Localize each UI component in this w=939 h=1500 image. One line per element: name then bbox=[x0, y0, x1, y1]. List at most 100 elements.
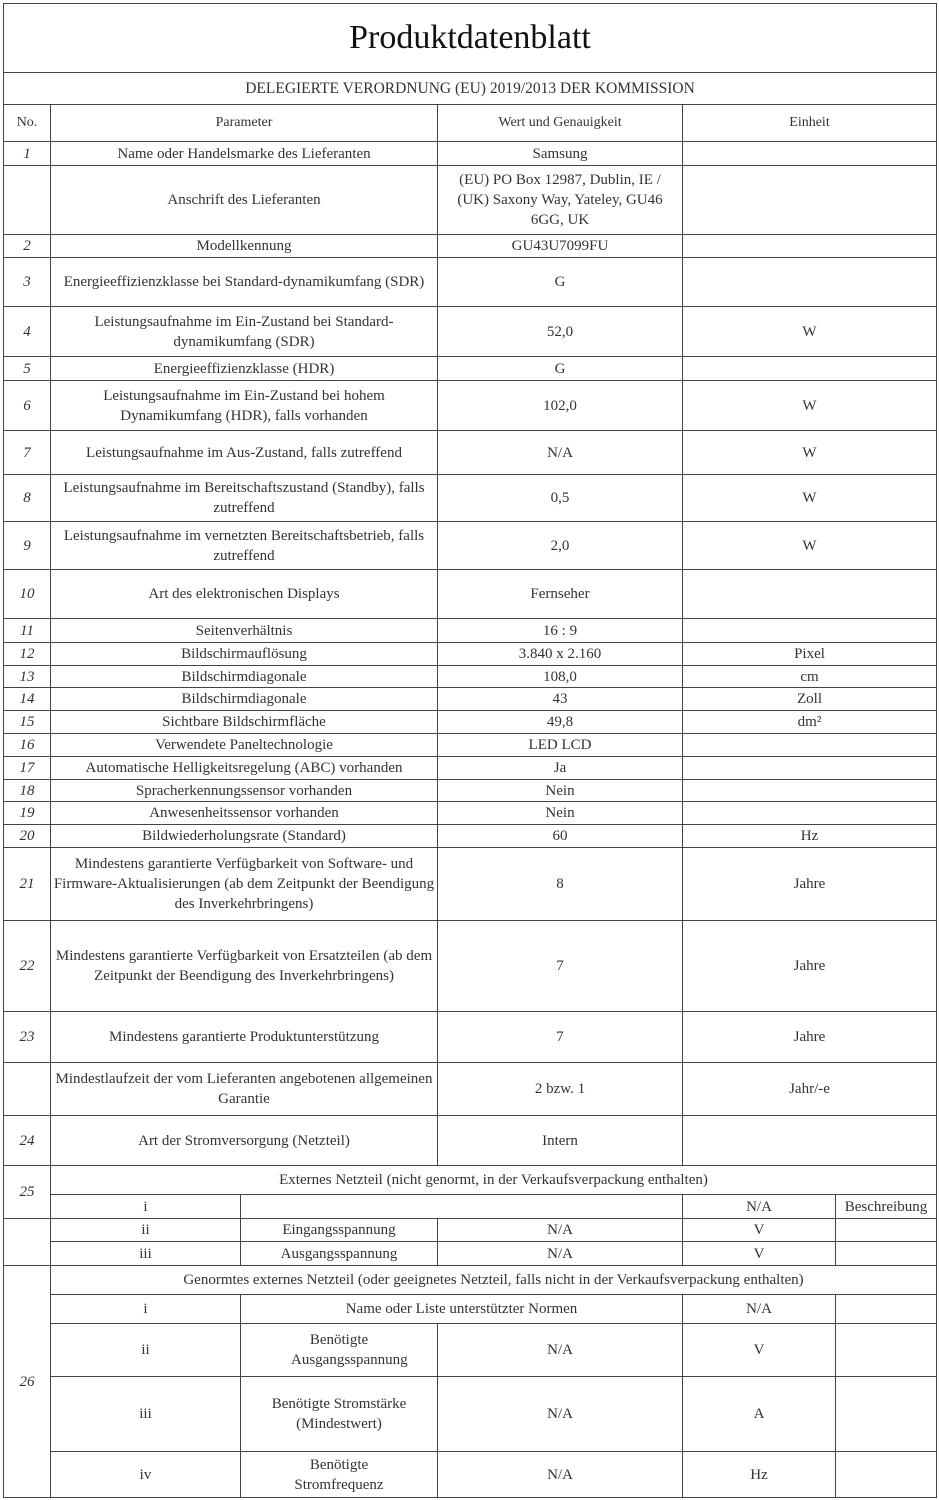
table-header: No. Parameter Wert und Genauigkeit Einhe… bbox=[3, 104, 937, 142]
row-value: Ja bbox=[437, 756, 683, 780]
section-heading: Genormtes externes Netzteil (oder geeign… bbox=[50, 1265, 937, 1295]
row-value: 16 : 9 bbox=[437, 618, 683, 643]
row-parameter: Energieeffizienzklasse (HDR) bbox=[50, 356, 438, 381]
row-parameter: Art der Stromversorgung (Netzteil) bbox=[50, 1115, 438, 1166]
sub-unit: A bbox=[682, 1376, 836, 1452]
row-value: Intern bbox=[437, 1115, 683, 1166]
table-row: 23 Mindestens garantierte Produktunterstü… bbox=[3, 1011, 937, 1063]
sub-unit: Hz bbox=[682, 1451, 836, 1498]
sub-param: Benötigte Ausgangsspannung bbox=[240, 1323, 438, 1377]
row-value: Nein bbox=[437, 779, 683, 802]
row-unit: Jahre bbox=[682, 1011, 937, 1063]
row-value: 2,0 bbox=[437, 521, 683, 570]
row-unit: W bbox=[682, 430, 937, 475]
row-value: LED LCD bbox=[437, 733, 683, 757]
row-no: 1 bbox=[3, 141, 51, 166]
row-no: 12 bbox=[3, 642, 51, 666]
table-row: 18 Spracherkennungssensor vorhanden Nein bbox=[3, 779, 937, 802]
sub-unit: V bbox=[682, 1218, 836, 1242]
header-unit: Einheit bbox=[682, 104, 937, 142]
row-no: 14 bbox=[3, 687, 51, 711]
sub-param: Name oder Liste unterstützter Normen bbox=[240, 1294, 683, 1324]
table-row: 13 Bildschirmdiagonale 108,0 cm bbox=[3, 665, 937, 688]
empty-cell bbox=[835, 1323, 937, 1377]
empty-cell bbox=[835, 1376, 937, 1452]
table-row: 22 Mindestens garantierte Verfügbarkeit v… bbox=[3, 920, 937, 1012]
row-unit: W bbox=[682, 306, 937, 357]
row-parameter: Bildschirmdiagonale bbox=[50, 665, 438, 688]
table-row: 14 Bildschirmdiagonale 43 Zoll bbox=[3, 687, 937, 711]
row-no bbox=[3, 1062, 51, 1116]
row-unit: W bbox=[682, 474, 937, 522]
row-no: 26 bbox=[3, 1265, 51, 1498]
empty-cell bbox=[240, 1194, 683, 1219]
row-unit bbox=[682, 779, 937, 802]
row-unit: Jahre bbox=[682, 920, 937, 1012]
row-unit bbox=[682, 801, 937, 825]
row-no: 9 bbox=[3, 521, 51, 570]
row-no: 19 bbox=[3, 801, 51, 825]
regulation-subtitle: DELEGIERTE VERORDNUNG (EU) 2019/2013 DER… bbox=[3, 72, 937, 105]
row-no: 23 bbox=[3, 1011, 51, 1063]
row-parameter: Mindestens garantierte Verfügbarkeit von… bbox=[50, 920, 438, 1012]
row-no: 8 bbox=[3, 474, 51, 522]
row-no: 10 bbox=[3, 569, 51, 619]
empty-cell bbox=[835, 1218, 937, 1242]
row-value: 52,0 bbox=[437, 306, 683, 357]
row-unit bbox=[682, 618, 937, 643]
row-unit: W bbox=[682, 521, 937, 570]
sub-value: N/A bbox=[437, 1451, 683, 1498]
row-no: 13 bbox=[3, 665, 51, 688]
row-parameter: Verwendete Paneltechnologie bbox=[50, 733, 438, 757]
row-no: 6 bbox=[3, 380, 51, 431]
product-data-sheet: Produktdatenblatt DELEGIERTE VERORDNUNG … bbox=[3, 3, 937, 1498]
row-value: 43 bbox=[437, 687, 683, 711]
table-row: 19 Anwesenheitssensor vorhanden Nein bbox=[3, 801, 937, 825]
row-no: 3 bbox=[3, 257, 51, 307]
row-parameter: Art des elektronischen Displays bbox=[50, 569, 438, 619]
sub-label: iv bbox=[50, 1451, 241, 1498]
table-row: 2 Modellkennung GU43U7099FU bbox=[3, 234, 937, 258]
row-no bbox=[3, 165, 51, 235]
row-no: 21 bbox=[3, 847, 51, 921]
row-value: Nein bbox=[437, 801, 683, 825]
row-parameter: Leistungsaufnahme im Ein-Zustand bei hoh… bbox=[50, 380, 438, 431]
row-value: N/A bbox=[437, 430, 683, 475]
row-value: 0,5 bbox=[437, 474, 683, 522]
row-unit bbox=[682, 356, 937, 381]
row-value: 2 bzw. 1 bbox=[437, 1062, 683, 1116]
table-row: 8 Leistungsaufnahme im Bereitschaftszusta… bbox=[3, 474, 937, 522]
row-no: 7 bbox=[3, 430, 51, 475]
row-unit: cm bbox=[682, 665, 937, 688]
row-parameter: Mindestens garantierte Verfügbarkeit von… bbox=[50, 847, 438, 921]
row-value: 49,8 bbox=[437, 710, 683, 734]
row-unit: Hz bbox=[682, 824, 937, 848]
row-parameter: Leistungsaufnahme im vernetzten Bereitsc… bbox=[50, 521, 438, 570]
table-row: 15 Sichtbare Bildschirmfläche 49,8 dm² bbox=[3, 710, 937, 734]
header-parameter: Parameter bbox=[50, 104, 438, 142]
row-parameter: Automatische Helligkeitsregelung (ABC) v… bbox=[50, 756, 438, 780]
sub-value: N/A bbox=[682, 1194, 836, 1219]
sub-unit: V bbox=[682, 1241, 836, 1266]
sub-unit: V bbox=[682, 1323, 836, 1377]
sub-value: N/A bbox=[682, 1294, 836, 1324]
sub-param: Eingangsspannung bbox=[240, 1218, 438, 1242]
row-no: 15 bbox=[3, 710, 51, 734]
row-no: 17 bbox=[3, 756, 51, 780]
sub-label: iii bbox=[50, 1376, 241, 1452]
sub-value: N/A bbox=[437, 1218, 683, 1242]
header-value: Wert und Genauigkeit bbox=[437, 104, 683, 142]
row-no: 20 bbox=[3, 824, 51, 848]
table-row: 16 Verwendete Paneltechnologie LED LCD bbox=[3, 733, 937, 757]
table-row: 17 Automatische Helligkeitsregelung (ABC)… bbox=[3, 756, 937, 780]
row-parameter: Seitenverhältnis bbox=[50, 618, 438, 643]
empty-cell bbox=[835, 1241, 937, 1266]
row-value: 60 bbox=[437, 824, 683, 848]
row-unit: Jahr/-e bbox=[682, 1062, 937, 1116]
sub-extra: Beschreibung bbox=[835, 1194, 937, 1219]
row-parameter: Energieeffizienzklasse bei Standard-dyna… bbox=[50, 257, 438, 307]
row-unit bbox=[682, 165, 937, 235]
table-row: 5 Energieeffizienzklasse (HDR) G bbox=[3, 356, 937, 381]
sub-value: N/A bbox=[437, 1241, 683, 1266]
data-table: Produktdatenblatt DELEGIERTE VERORDNUNG … bbox=[3, 3, 937, 1498]
